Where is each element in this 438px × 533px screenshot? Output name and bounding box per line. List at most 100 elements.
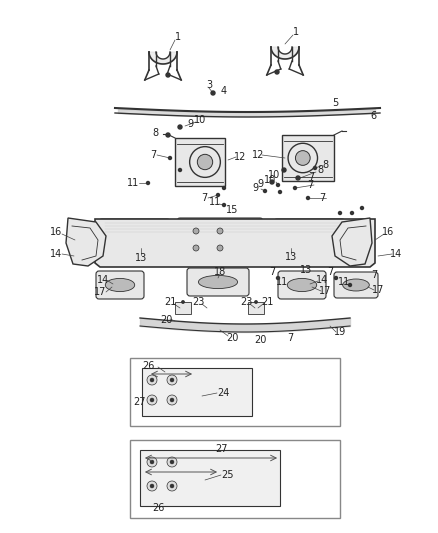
Circle shape: [170, 378, 174, 382]
Polygon shape: [271, 47, 299, 59]
Text: 27: 27: [134, 397, 146, 407]
Circle shape: [167, 375, 177, 385]
Ellipse shape: [343, 279, 369, 291]
Circle shape: [349, 284, 352, 287]
Text: 8: 8: [152, 128, 158, 138]
Circle shape: [217, 245, 223, 251]
Text: 8: 8: [322, 160, 328, 170]
FancyBboxPatch shape: [177, 218, 263, 260]
Circle shape: [182, 301, 184, 303]
Circle shape: [264, 190, 266, 192]
Circle shape: [167, 481, 177, 491]
Circle shape: [279, 190, 282, 193]
Text: 7: 7: [319, 193, 325, 203]
Text: 4: 4: [221, 86, 227, 96]
Text: 13: 13: [300, 265, 312, 275]
Bar: [130, 440, 340, 518]
Text: 17: 17: [319, 286, 331, 296]
Text: 13: 13: [135, 253, 147, 263]
Circle shape: [170, 398, 174, 402]
Ellipse shape: [105, 278, 135, 292]
Text: 17: 17: [372, 285, 384, 295]
Text: 14: 14: [316, 275, 328, 285]
Text: 16: 16: [382, 227, 394, 237]
Circle shape: [150, 484, 154, 488]
Circle shape: [217, 228, 223, 234]
Circle shape: [150, 378, 154, 382]
Circle shape: [293, 187, 297, 190]
Text: 10: 10: [268, 170, 280, 180]
Circle shape: [314, 166, 317, 169]
Text: 14: 14: [390, 249, 402, 259]
Text: 1: 1: [293, 27, 299, 37]
Text: 15: 15: [226, 205, 238, 215]
Circle shape: [147, 375, 157, 385]
Text: 24: 24: [217, 388, 229, 398]
FancyBboxPatch shape: [99, 219, 170, 260]
Circle shape: [147, 481, 157, 491]
Text: 17: 17: [94, 287, 106, 297]
Text: 14: 14: [50, 249, 62, 259]
Bar: [175, 302, 191, 314]
Bar: [346, 230, 364, 254]
Circle shape: [167, 395, 177, 405]
Circle shape: [146, 182, 149, 184]
Text: 6: 6: [370, 111, 376, 121]
Text: 20: 20: [226, 333, 238, 343]
Text: 12: 12: [234, 152, 246, 162]
Circle shape: [211, 91, 215, 95]
Circle shape: [150, 398, 154, 402]
Circle shape: [147, 457, 157, 467]
Text: 26: 26: [152, 503, 164, 513]
Bar: [142, 368, 252, 416]
Circle shape: [166, 73, 170, 77]
Text: 21: 21: [164, 297, 176, 307]
Ellipse shape: [198, 276, 237, 288]
FancyBboxPatch shape: [334, 272, 378, 298]
Circle shape: [350, 212, 353, 214]
Text: 16: 16: [50, 227, 62, 237]
Text: 8: 8: [317, 165, 323, 175]
Circle shape: [147, 395, 157, 405]
Text: 20: 20: [160, 315, 172, 325]
Circle shape: [223, 204, 226, 206]
FancyBboxPatch shape: [96, 271, 144, 299]
Circle shape: [166, 133, 170, 137]
FancyBboxPatch shape: [282, 135, 334, 181]
Text: 7: 7: [201, 193, 207, 203]
Circle shape: [178, 125, 182, 129]
Text: 23: 23: [192, 297, 204, 307]
FancyBboxPatch shape: [274, 219, 345, 260]
Text: 13: 13: [285, 252, 297, 262]
Circle shape: [307, 197, 310, 199]
Text: 27: 27: [216, 444, 228, 454]
Circle shape: [339, 212, 342, 214]
Circle shape: [170, 460, 174, 464]
Text: 11: 11: [276, 277, 288, 287]
Text: 25: 25: [221, 470, 233, 480]
Text: 23: 23: [240, 297, 252, 307]
Circle shape: [360, 206, 364, 209]
Circle shape: [179, 168, 181, 172]
Text: 11: 11: [209, 197, 221, 207]
FancyBboxPatch shape: [175, 138, 225, 186]
Circle shape: [270, 180, 274, 184]
Circle shape: [335, 277, 338, 279]
Text: 7: 7: [307, 180, 313, 190]
Circle shape: [276, 183, 279, 187]
Bar: [74, 230, 92, 254]
Text: 7: 7: [287, 333, 293, 343]
Bar: [248, 302, 264, 314]
Bar: [140, 450, 280, 506]
Text: 7: 7: [269, 267, 275, 277]
Circle shape: [296, 176, 300, 180]
Ellipse shape: [287, 278, 317, 292]
Circle shape: [296, 151, 310, 165]
Bar: [130, 358, 340, 426]
Circle shape: [282, 168, 286, 172]
Text: 9: 9: [257, 179, 263, 189]
Polygon shape: [95, 219, 375, 267]
Text: 9: 9: [252, 183, 258, 193]
Text: 11: 11: [338, 277, 350, 287]
Text: 7: 7: [308, 172, 314, 182]
